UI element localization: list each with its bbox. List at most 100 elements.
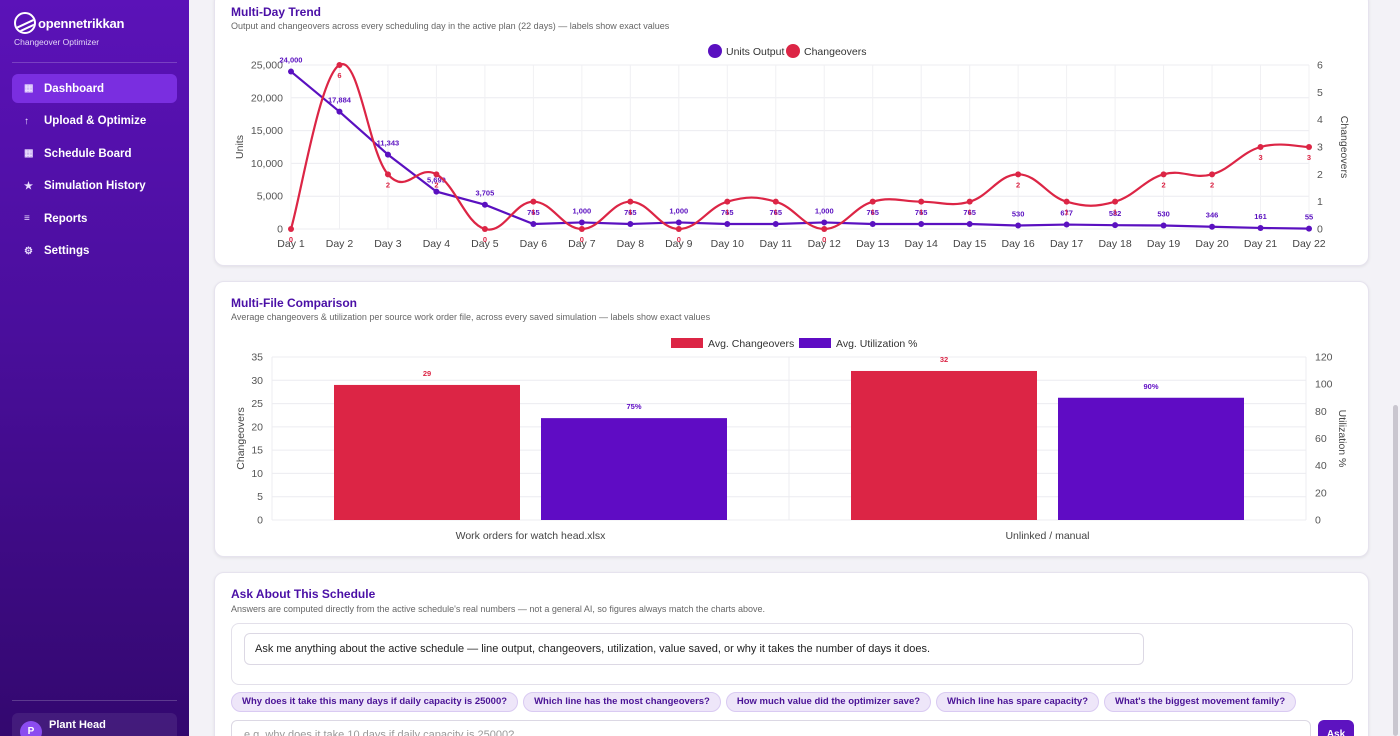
data-label: 1 [628,208,632,217]
suggestion-chips: Why does it take this many days if daily… [231,692,1297,712]
x-tick-label: Day 11 [760,238,793,250]
x-tick-label: Day 3 [374,238,402,250]
suggestion-chip[interactable]: Which line has spare capacity? [936,692,1100,712]
series-line-units-output [290,70,1310,230]
data-label: 1 [1065,208,1069,217]
data-label: 32 [940,355,948,364]
data-label: 75% [626,402,641,411]
suggestion-chip[interactable]: What's the biggest movement family? [1104,692,1297,712]
comparison-subtitle: Average changeovers & utilization per so… [231,312,711,322]
user-name: Plant Head [49,719,106,731]
ask-card: Ask About This Schedule Answers are comp… [214,572,1369,736]
y2-tick-label: 40 [1315,460,1327,472]
legend-label: Changeovers [804,46,866,58]
data-label: 2 [1161,180,1165,189]
x-tick-label: Day 12 [808,238,841,250]
y2-tick-label: 0 [1317,224,1323,236]
data-label: 0 [289,235,293,244]
data-point [675,219,682,226]
assistant-message: Ask me anything about the active schedul… [244,633,1144,665]
y2-tick-label: 0 [1315,515,1321,527]
y2-tick-label: 2 [1317,169,1323,181]
data-point [1112,222,1119,229]
data-point [1257,224,1264,231]
data-point [433,171,440,178]
data-point [1160,222,1167,229]
data-label: 582 [1109,209,1122,218]
y2-tick-label: 5 [1317,87,1323,99]
data-label: 1 [871,208,875,217]
trend-subtitle: Output and changeovers across every sche… [231,21,670,31]
sidebar-item-settings[interactable]: ⚙ Settings [12,237,177,266]
data-point [1209,223,1216,230]
list-icon: ≡ [24,213,30,224]
legend-marker [786,44,800,58]
sidebar-item-reports[interactable]: ≡ Reports [12,204,177,233]
x-tick-label: Day 8 [617,238,645,250]
data-label: 1 [774,208,778,217]
y-tick-label: 5 [257,491,263,503]
sidebar: opennetrikkan Changeover Optimizer ▦ Dash… [0,0,189,736]
y-axis-label: Units [234,135,246,159]
legend-label: Avg. Changeovers [708,338,794,350]
brand-name: opennetrikkan [38,15,125,31]
question-input[interactable]: e.g. why does it take 10 days if daily c… [231,720,1311,736]
ask-button[interactable]: Ask [1318,720,1354,736]
data-point [869,198,876,205]
comparison-chart: 0 5 10 15 20 25 30 35 0 20 40 60 80 100 120 Changeovers… [235,338,1348,542]
data-point [384,171,391,178]
x-tick-label: Day 22 [1292,238,1325,250]
data-label: 161 [1254,212,1267,221]
data-label: 765 [624,208,637,217]
trend-card: Multi-Day Trend Output and changeovers a… [214,0,1369,266]
data-label: 3 [1258,153,1262,162]
y-tick-label: 10 [251,468,263,480]
data-label: 0 [822,235,826,244]
data-point [1257,144,1264,150]
x-tick-label: Day 19 [1147,238,1180,250]
suggestion-chip[interactable]: Why does it take this many days if daily… [231,692,519,712]
data-point [869,220,876,227]
data-point [1015,171,1022,178]
data-point [1063,221,1070,228]
bar [334,384,520,520]
y2-tick-label: 20 [1315,487,1327,499]
brand-subtitle: Changeover Optimizer [14,37,100,47]
page-scrollbar[interactable] [1393,405,1398,736]
data-label: 346 [1206,211,1219,220]
data-label: 0 [483,235,487,244]
bar [541,418,727,520]
suggestion-chip[interactable]: How much value did the optimizer save? [725,692,932,712]
sidebar-item-simulation-history[interactable]: ★ Simulation History [12,172,177,201]
y-tick-label: 20 [251,421,263,433]
data-label: 1 [531,208,535,217]
suggestion-chip[interactable]: Which line has the most changeovers? [523,692,721,712]
sidebar-item-dashboard[interactable]: ▦ Dashboard [12,74,177,103]
sidebar-item-schedule-board[interactable]: ▦ Schedule Board [12,139,177,168]
data-point [821,226,828,232]
board-icon: ▦ [24,148,34,159]
y-tick-label: 20,000 [251,92,283,104]
brand[interactable]: opennetrikkan Changeover Optimizer [14,12,124,47]
data-point [288,226,294,232]
data-label: 1,000 [669,206,688,215]
data-point [578,219,585,226]
data-point [288,68,294,75]
data-label: 24,000 [280,56,303,65]
sidebar-item-upload-optimize[interactable]: ↑ Upload & Optimize [12,107,177,136]
x-tick-label: Day 16 [1002,238,1035,250]
data-label: 6 [337,71,341,80]
x-tick-label: Day 14 [905,238,938,250]
data-label: 765 [527,208,540,217]
data-label: 2 [434,180,438,189]
data-point [627,220,634,227]
y2-tick-label: 4 [1317,114,1323,126]
data-label: 90% [1143,382,1158,391]
data-label: 5,699 [427,176,446,185]
data-label: 0 [580,235,584,244]
data-point [530,220,537,227]
data-label: 1 [725,208,729,217]
user-profile[interactable]: P Plant Head [12,713,177,736]
star-icon: ★ [24,180,33,192]
sidebar-nav: ▦ Dashboard ↑ Upload & Optimize ▦ Schedule Bo… [12,74,177,269]
